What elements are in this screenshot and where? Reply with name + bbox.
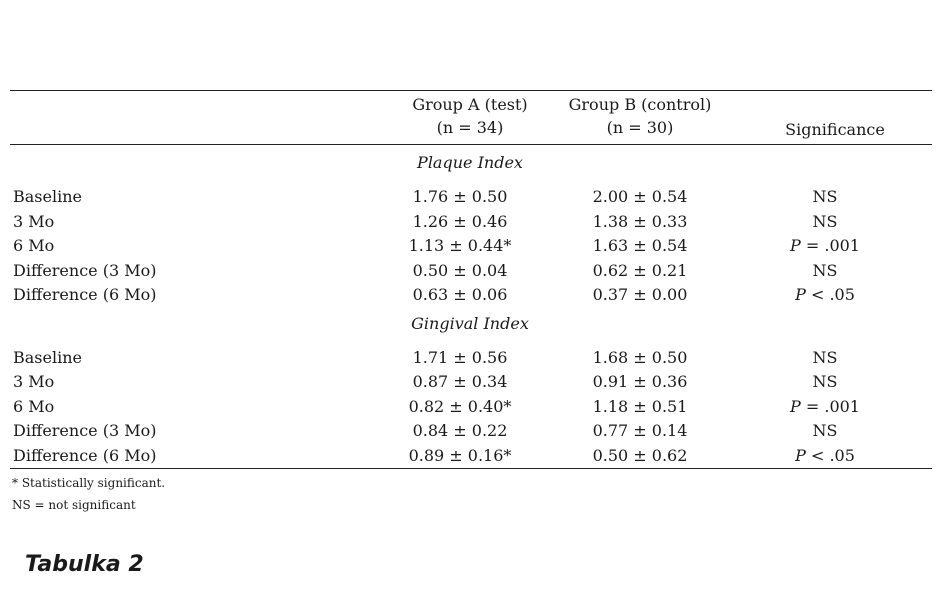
row-label: 6 Mo [13,396,55,416]
section-title-plaque: Plaque Index [10,151,932,175]
row-label: Baseline [13,347,82,367]
footnote-ns: NS = not significant [12,498,136,512]
table-row: 6 Mo 1.13 ± 0.44* 1.63 ± 0.54 P = .001 [10,234,932,259]
significance-value: P = .001 [790,396,860,416]
group-a-value: 1.13 ± 0.44* [408,236,512,255]
section-rows-plaque: Baseline 1.76 ± 0.50 2.00 ± 0.54 NS 3 Mo 1.26… [10,185,932,308]
section-title-text: Gingival Index [411,313,529,333]
group-b-value: 0.37 ± 0.00 [592,285,688,304]
footnote-significant: * Statistically significant. [12,476,166,490]
row-label: Baseline [13,187,82,206]
table-header-rule [10,144,932,145]
row-label: Difference (6 Mo) [13,445,157,465]
group-a-value: 1.76 ± 0.50 [412,187,508,206]
row-label: Difference (6 Mo) [13,285,157,304]
header-significance: Significance [785,120,885,139]
table-top-rule [10,90,932,91]
table-caption: Tabulka 2 [25,552,144,577]
table-row: 3 Mo 0.87 ± 0.34 0.91 ± 0.36 NS [10,370,932,395]
header-group-a-n: (n = 34) [436,118,504,137]
group-b-value: 0.91 ± 0.36 [592,372,688,391]
group-b-value: 0.77 ± 0.14 [592,421,688,440]
group-a-value: 0.84 ± 0.22 [412,421,508,440]
group-b-value: 1.38 ± 0.33 [592,211,688,231]
group-a-value: 0.82 ± 0.40* [408,396,512,416]
table-notes: * Statistically significant. NS = not si… [12,472,165,516]
table-bottom-rule [10,468,932,469]
group-a-value: 0.89 ± 0.16* [408,445,512,465]
header-group-b-title: Group B (control) [568,95,712,114]
results-table: Group A (test) (n = 34) Group B (control… [10,90,932,469]
significance-value: NS [812,421,838,440]
group-a-value: 0.87 ± 0.34 [412,372,508,391]
significance-value: NS [812,347,838,367]
section-title-text: Plaque Index [417,153,523,172]
group-a-value: 1.26 ± 0.46 [412,211,508,231]
table-row: Difference (6 Mo) 0.89 ± 0.16* 0.50 ± 0.62… [10,444,932,469]
significance-value: P = .001 [790,236,860,255]
header-group-b-n: (n = 30) [606,118,674,137]
table-row: Baseline 1.71 ± 0.56 1.68 ± 0.50 NS [10,346,932,371]
table-row: 6 Mo 0.82 ± 0.40* 1.18 ± 0.51 P = .001 [10,395,932,420]
significance-value: P < .05 [795,445,855,465]
significance-value: NS [812,372,838,391]
group-a-value: 0.50 ± 0.04 [412,260,508,280]
row-label: 3 Mo [13,372,55,391]
group-b-value: 0.62 ± 0.21 [592,260,688,280]
significance-value: NS [812,260,838,280]
group-b-value: 1.18 ± 0.51 [592,396,688,416]
table-row: Difference (3 Mo) 0.50 ± 0.04 0.62 ± 0.21 N… [10,259,932,284]
row-label: Difference (3 Mo) [13,260,157,280]
section-rows-gingival: Baseline 1.71 ± 0.56 1.68 ± 0.50 NS 3 Mo 0.87… [10,346,932,469]
group-a-value: 1.71 ± 0.56 [412,347,508,367]
significance-value: P < .05 [795,285,855,304]
header-group-a-title: Group A (test) [412,95,528,114]
significance-value: NS [812,187,838,206]
table-row: Baseline 1.76 ± 0.50 2.00 ± 0.54 NS [10,185,932,210]
table-row: Difference (6 Mo) 0.63 ± 0.06 0.37 ± 0.00 P… [10,283,932,308]
section-title-gingival: Gingival Index [10,312,932,336]
row-label: 3 Mo [13,211,55,231]
header-group-a: Group A (test) (n = 34) [370,93,570,139]
table-row: Difference (3 Mo) 0.84 ± 0.22 0.77 ± 0.14 N… [10,419,932,444]
significance-value: NS [812,211,838,231]
group-a-value: 0.63 ± 0.06 [412,285,508,304]
group-b-value: 2.00 ± 0.54 [592,187,688,206]
group-b-value: 0.50 ± 0.62 [592,445,688,465]
table-row: 3 Mo 1.26 ± 0.46 1.38 ± 0.33 NS [10,210,932,235]
group-b-value: 1.68 ± 0.50 [592,347,688,367]
row-label: 6 Mo [13,236,55,255]
row-label: Difference (3 Mo) [13,421,157,440]
table-header: Group A (test) (n = 34) Group B (control… [10,91,932,144]
group-b-value: 1.63 ± 0.54 [592,236,688,255]
header-group-b: Group B (control) (n = 30) [540,93,740,139]
